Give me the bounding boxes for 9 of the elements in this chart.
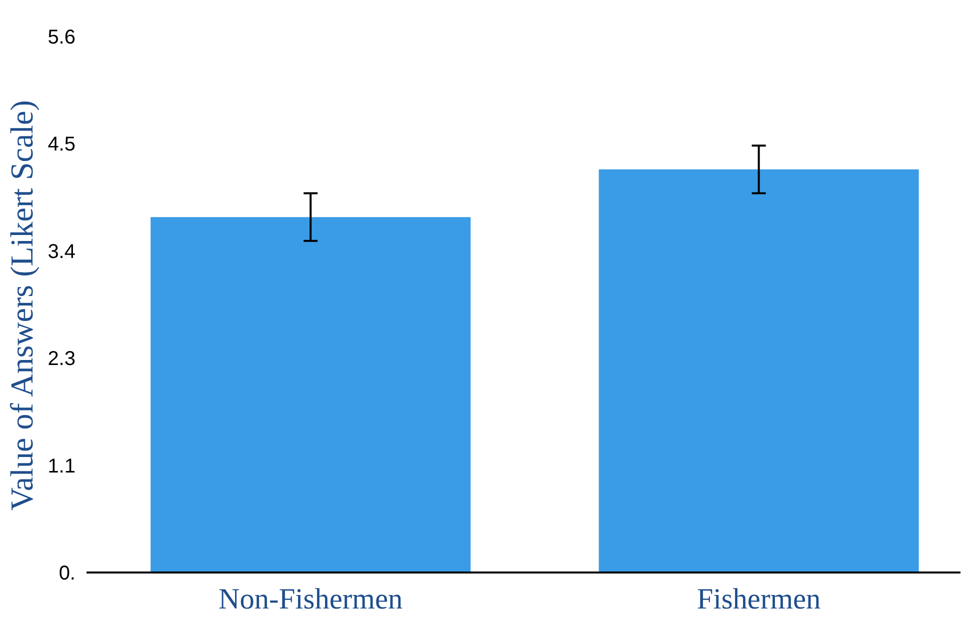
y-tick-label: 5.6 <box>48 26 76 48</box>
y-tick-label: 4.5 <box>48 134 76 156</box>
y-tick-label: 1.1 <box>48 455 76 478</box>
x-tick-label: Non-Fishermen <box>218 584 403 616</box>
y-axis-title: Value of Answers (Likert Scale) <box>4 100 40 511</box>
y-tick-label: 3.4 <box>48 240 76 263</box>
y-tick-label: 2.3 <box>48 348 76 370</box>
y-tick-label: 0. <box>58 562 76 584</box>
x-tick-label: Fishermen <box>696 584 822 616</box>
